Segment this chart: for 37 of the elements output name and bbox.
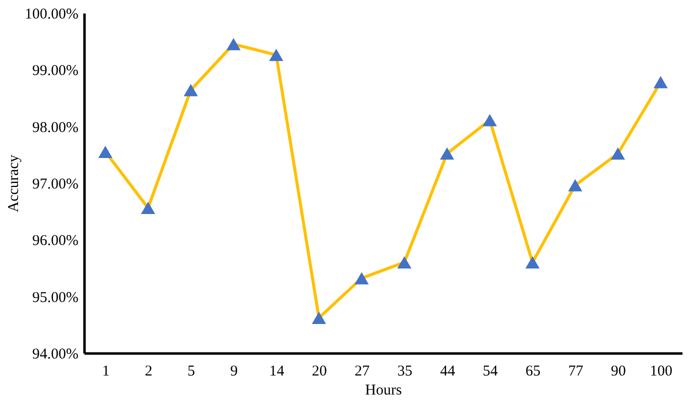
y-tick-label: 95.00%	[32, 290, 78, 306]
point	[269, 48, 284, 62]
y-tick-label: 99.00%	[32, 63, 78, 80]
x-tick-label: 9	[230, 364, 238, 380]
x-tick-label: 1	[102, 364, 110, 380]
point	[482, 114, 497, 126]
point	[141, 202, 156, 214]
x-tick-label: 54	[482, 364, 498, 380]
point	[525, 256, 540, 268]
x-tick-label: 27	[354, 364, 370, 380]
point	[226, 38, 241, 50]
x-tick-label: 90	[610, 364, 626, 380]
point	[654, 76, 668, 88]
point	[98, 146, 112, 158]
y-tick-label: 94.00%	[32, 346, 78, 362]
x-tick-label: 35	[397, 364, 412, 380]
x-tick-label: 14	[269, 364, 285, 380]
point	[397, 256, 412, 268]
x-tick-label: 65	[526, 364, 540, 380]
y-axis-title: Accuracy	[6, 154, 22, 212]
y-tick-label: 97.00%	[32, 176, 78, 192]
x-tick-label: 44	[440, 364, 456, 380]
y-tick-label: 98.00%	[32, 120, 78, 136]
point	[568, 179, 582, 192]
y-tick-label: 96.00%	[32, 233, 78, 250]
y-tick-label: 100.00%	[24, 6, 78, 22]
x-tick-label: 100	[650, 364, 672, 380]
point	[610, 147, 625, 160]
point	[184, 84, 198, 96]
x-tick-label: 77	[568, 364, 584, 380]
point	[312, 312, 326, 324]
x-tick-label: 5	[188, 364, 196, 380]
point	[440, 147, 454, 160]
x-tick-label: 2	[144, 364, 152, 380]
point	[354, 272, 369, 284]
x-axis-title: Hours	[365, 382, 402, 398]
x-tick-label: 20	[312, 364, 327, 380]
